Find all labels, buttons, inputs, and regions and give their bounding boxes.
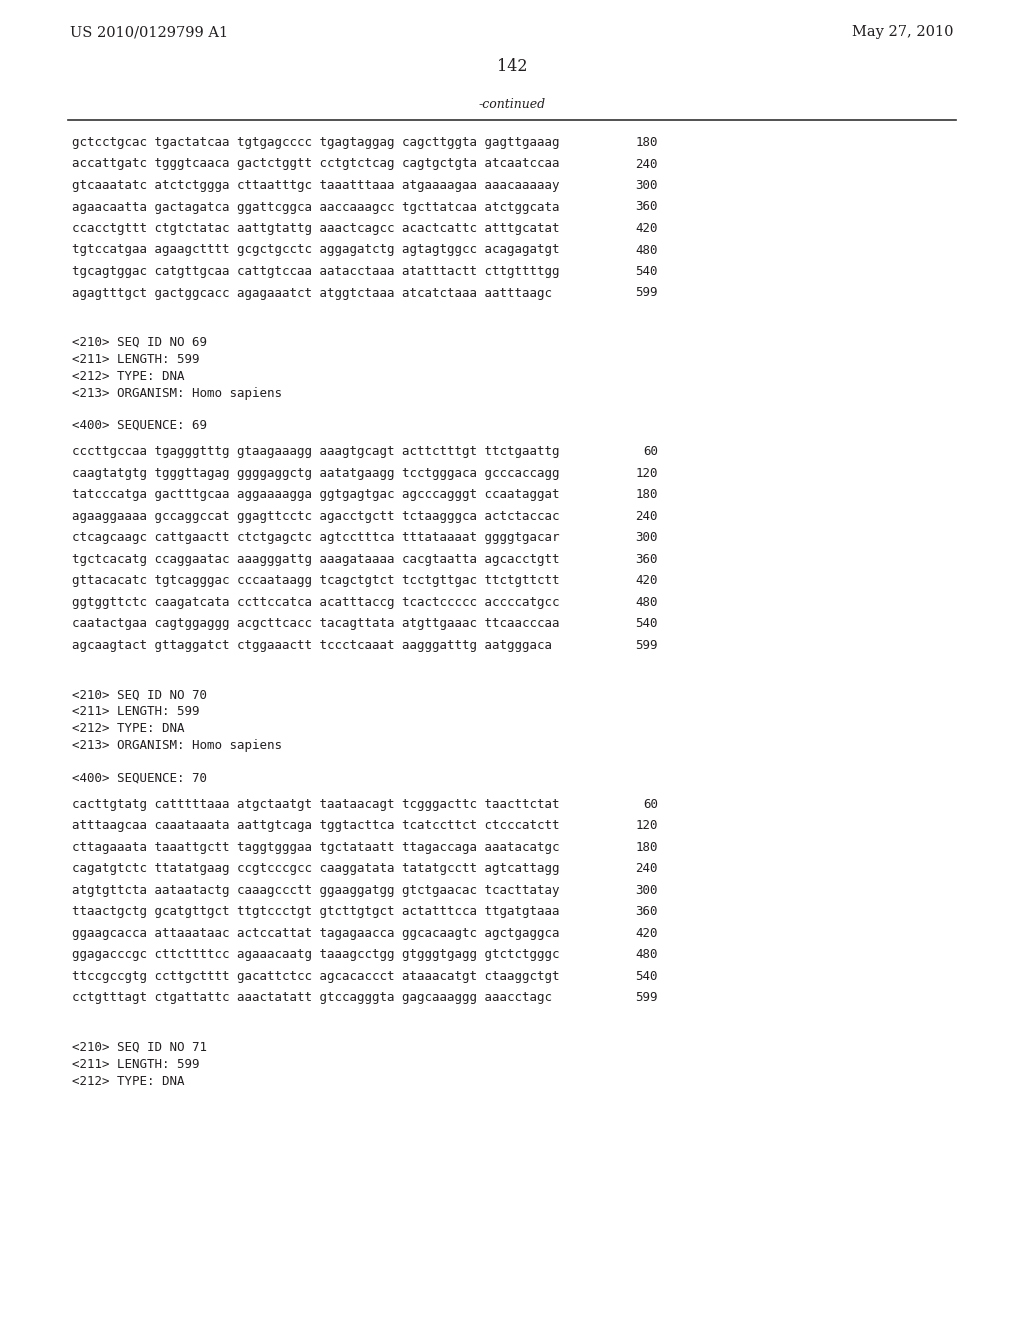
Text: May 27, 2010: May 27, 2010 <box>853 25 954 40</box>
Text: <212> TYPE: DNA: <212> TYPE: DNA <box>72 722 184 735</box>
Text: agaacaatta gactagatca ggattcggca aaccaaagcc tgcttatcaa atctggcata: agaacaatta gactagatca ggattcggca aaccaaa… <box>72 201 559 214</box>
Text: <211> LENGTH: 599: <211> LENGTH: 599 <box>72 352 200 366</box>
Text: agaaggaaaa gccaggccat ggagttcctc agacctgctt tctaagggca actctaccac: agaaggaaaa gccaggccat ggagttcctc agacctg… <box>72 510 559 523</box>
Text: 540: 540 <box>636 618 658 631</box>
Text: <212> TYPE: DNA: <212> TYPE: DNA <box>72 1074 184 1088</box>
Text: <400> SEQUENCE: 69: <400> SEQUENCE: 69 <box>72 418 207 432</box>
Text: 300: 300 <box>636 532 658 544</box>
Text: 480: 480 <box>636 243 658 256</box>
Text: US 2010/0129799 A1: US 2010/0129799 A1 <box>70 25 228 40</box>
Text: 360: 360 <box>636 201 658 214</box>
Text: 360: 360 <box>636 906 658 919</box>
Text: 60: 60 <box>643 799 658 810</box>
Text: 360: 360 <box>636 553 658 566</box>
Text: ctcagcaagc cattgaactt ctctgagctc agtcctttca tttataaaat ggggtgacar: ctcagcaagc cattgaactt ctctgagctc agtcctt… <box>72 532 559 544</box>
Text: ggaagcacca attaaataac actccattat tagagaacca ggcacaagtc agctgaggca: ggaagcacca attaaataac actccattat tagagaa… <box>72 927 559 940</box>
Text: 300: 300 <box>636 884 658 898</box>
Text: atgtgttcta aataatactg caaagccctt ggaaggatgg gtctgaacac tcacttatay: atgtgttcta aataatactg caaagccctt ggaagga… <box>72 884 559 898</box>
Text: ccacctgttt ctgtctatac aattgtattg aaactcagcc acactcattc atttgcatat: ccacctgttt ctgtctatac aattgtattg aaactca… <box>72 222 559 235</box>
Text: 540: 540 <box>636 970 658 983</box>
Text: 420: 420 <box>636 927 658 940</box>
Text: 420: 420 <box>636 574 658 587</box>
Text: cccttgccaa tgagggtttg gtaagaaagg aaagtgcagt acttctttgt ttctgaattg: cccttgccaa tgagggtttg gtaagaaagg aaagtgc… <box>72 445 559 458</box>
Text: agcaagtact gttaggatct ctggaaactt tccctcaaat aagggatttg aatgggaca: agcaagtact gttaggatct ctggaaactt tccctca… <box>72 639 552 652</box>
Text: cagatgtctc ttatatgaag ccgtcccgcc caaggatata tatatgcctt agtcattagg: cagatgtctc ttatatgaag ccgtcccgcc caaggat… <box>72 862 559 875</box>
Text: 599: 599 <box>636 991 658 1005</box>
Text: gttacacatc tgtcagggac cccaataagg tcagctgtct tcctgttgac ttctgttctt: gttacacatc tgtcagggac cccaataagg tcagctg… <box>72 574 559 587</box>
Text: cacttgtatg catttttaaa atgctaatgt taataacagt tcgggacttc taacttctat: cacttgtatg catttttaaa atgctaatgt taataac… <box>72 799 559 810</box>
Text: 240: 240 <box>636 862 658 875</box>
Text: 599: 599 <box>636 639 658 652</box>
Text: 240: 240 <box>636 157 658 170</box>
Text: <210> SEQ ID NO 71: <210> SEQ ID NO 71 <box>72 1041 207 1053</box>
Text: <211> LENGTH: 599: <211> LENGTH: 599 <box>72 1059 200 1071</box>
Text: ttaactgctg gcatgttgct ttgtccctgt gtcttgtgct actatttcca ttgatgtaaa: ttaactgctg gcatgttgct ttgtccctgt gtcttgt… <box>72 906 559 919</box>
Text: ttccgccgtg ccttgctttt gacattctcc agcacaccct ataaacatgt ctaaggctgt: ttccgccgtg ccttgctttt gacattctcc agcacac… <box>72 970 559 983</box>
Text: tgctcacatg ccaggaatac aaagggattg aaagataaaa cacgtaatta agcacctgtt: tgctcacatg ccaggaatac aaagggattg aaagata… <box>72 553 559 566</box>
Text: 480: 480 <box>636 949 658 961</box>
Text: tgtccatgaa agaagctttt gcgctgcctc aggagatctg agtagtggcc acagagatgt: tgtccatgaa agaagctttt gcgctgcctc aggagat… <box>72 243 559 256</box>
Text: -continued: -continued <box>478 98 546 111</box>
Text: ggagacccgc cttcttttcc agaaacaatg taaagcctgg gtgggtgagg gtctctgggc: ggagacccgc cttcttttcc agaaacaatg taaagcc… <box>72 949 559 961</box>
Text: caatactgaa cagtggaggg acgcttcacc tacagttata atgttgaaac ttcaacccaa: caatactgaa cagtggaggg acgcttcacc tacagtt… <box>72 618 559 631</box>
Text: 180: 180 <box>636 841 658 854</box>
Text: <210> SEQ ID NO 70: <210> SEQ ID NO 70 <box>72 689 207 701</box>
Text: tgcagtggac catgttgcaa cattgtccaa aatacctaaa atatttactt cttgttttgg: tgcagtggac catgttgcaa cattgtccaa aatacct… <box>72 265 559 279</box>
Text: 120: 120 <box>636 467 658 480</box>
Text: agagtttgct gactggcacc agagaaatct atggtctaaa atcatctaaa aatttaagc: agagtttgct gactggcacc agagaaatct atggtct… <box>72 286 552 300</box>
Text: 480: 480 <box>636 597 658 609</box>
Text: <213> ORGANISM: Homo sapiens: <213> ORGANISM: Homo sapiens <box>72 387 282 400</box>
Text: 180: 180 <box>636 136 658 149</box>
Text: cctgtttagt ctgattattc aaactatatt gtccagggta gagcaaaggg aaacctagc: cctgtttagt ctgattattc aaactatatt gtccagg… <box>72 991 552 1005</box>
Text: 60: 60 <box>643 445 658 458</box>
Text: accattgatc tgggtcaaca gactctggtt cctgtctcag cagtgctgta atcaatccaa: accattgatc tgggtcaaca gactctggtt cctgtct… <box>72 157 559 170</box>
Text: <213> ORGANISM: Homo sapiens: <213> ORGANISM: Homo sapiens <box>72 739 282 752</box>
Text: 300: 300 <box>636 180 658 191</box>
Text: 599: 599 <box>636 286 658 300</box>
Text: 420: 420 <box>636 222 658 235</box>
Text: ggtggttctc caagatcata ccttccatca acatttaccg tcactccccc accccatgcc: ggtggttctc caagatcata ccttccatca acattta… <box>72 597 559 609</box>
Text: gctcctgcac tgactatcaa tgtgagcccc tgagtaggag cagcttggta gagttgaaag: gctcctgcac tgactatcaa tgtgagcccc tgagtag… <box>72 136 559 149</box>
Text: 540: 540 <box>636 265 658 279</box>
Text: 180: 180 <box>636 488 658 502</box>
Text: gtcaaatatc atctctggga cttaatttgc taaatttaaa atgaaaagaa aaacaaaaay: gtcaaatatc atctctggga cttaatttgc taaattt… <box>72 180 559 191</box>
Text: <212> TYPE: DNA: <212> TYPE: DNA <box>72 370 184 383</box>
Text: 240: 240 <box>636 510 658 523</box>
Text: 120: 120 <box>636 820 658 833</box>
Text: cttagaaata taaattgctt taggtgggaa tgctataatt ttagaccaga aaatacatgc: cttagaaata taaattgctt taggtgggaa tgctata… <box>72 841 559 854</box>
Text: <400> SEQUENCE: 70: <400> SEQUENCE: 70 <box>72 771 207 784</box>
Text: 142: 142 <box>497 58 527 75</box>
Text: caagtatgtg tgggttagag ggggaggctg aatatgaagg tcctgggaca gcccaccagg: caagtatgtg tgggttagag ggggaggctg aatatga… <box>72 467 559 480</box>
Text: atttaagcaa caaataaata aattgtcaga tggtacttca tcatccttct ctcccatctt: atttaagcaa caaataaata aattgtcaga tggtact… <box>72 820 559 833</box>
Text: <211> LENGTH: 599: <211> LENGTH: 599 <box>72 705 200 718</box>
Text: tatcccatga gactttgcaa aggaaaagga ggtgagtgac agcccagggt ccaataggat: tatcccatga gactttgcaa aggaaaagga ggtgagt… <box>72 488 559 502</box>
Text: <210> SEQ ID NO 69: <210> SEQ ID NO 69 <box>72 337 207 348</box>
